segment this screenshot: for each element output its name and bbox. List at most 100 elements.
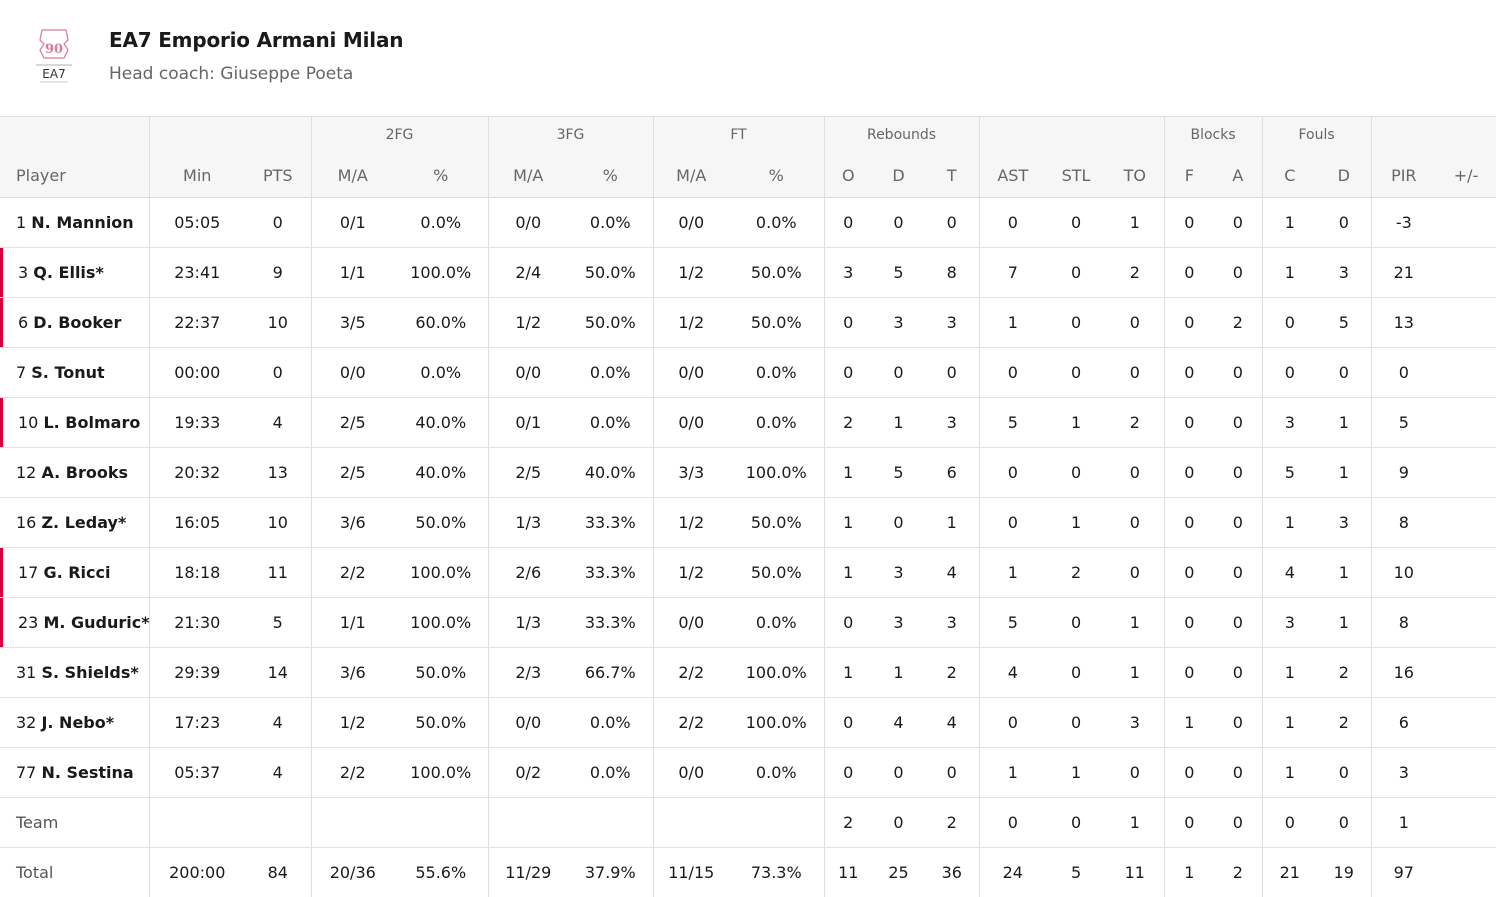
stat-ft-ma: 1/2	[653, 548, 729, 598]
stat-blk-f: 0	[1164, 398, 1214, 448]
player-name[interactable]: S. Shields*	[41, 663, 138, 682]
stat-reb-o: 0	[824, 348, 872, 398]
stat-stl: 0	[1046, 698, 1106, 748]
col-blk-a[interactable]: A	[1214, 153, 1262, 198]
col-reb-d[interactable]: D	[872, 153, 925, 198]
player-cell[interactable]: 7 S. Tonut	[0, 348, 149, 398]
player-cell[interactable]: 6 D. Booker	[0, 298, 149, 348]
player-cell[interactable]: 31 S. Shields*	[0, 648, 149, 698]
stat-plusminus	[1436, 698, 1496, 748]
player-cell[interactable]: 23 M. Guduric*	[0, 598, 149, 648]
player-cell[interactable]: 17 G. Ricci	[0, 548, 149, 598]
col-2fg-pct[interactable]: %	[394, 153, 488, 198]
stat-ft-ma: 0/0	[653, 748, 729, 798]
player-cell[interactable]: 10 L. Bolmaro	[0, 398, 149, 448]
player-name[interactable]: J. Nebo*	[41, 713, 114, 732]
player-name[interactable]: L. Bolmaro	[43, 413, 140, 432]
col-reb-o[interactable]: O	[824, 153, 872, 198]
stat-reb-d: 25	[872, 848, 925, 897]
stat-reb-o: 1	[824, 648, 872, 698]
player-cell[interactable]: 12 A. Brooks	[0, 448, 149, 498]
stat-ft-ma: 11/15	[653, 848, 729, 897]
player-name[interactable]: N. Sestina	[41, 763, 133, 782]
player-name[interactable]: Q. Ellis*	[33, 263, 104, 282]
stat-fg3-pct: 0.0%	[568, 198, 653, 248]
stat-fg2-ma: 3/6	[311, 648, 394, 698]
col-2fg-ma[interactable]: M/A	[311, 153, 394, 198]
stat-blk-f: 0	[1164, 348, 1214, 398]
group-3fg: 3FG	[488, 117, 653, 154]
stat-stl: 0	[1046, 598, 1106, 648]
stat-ft-pct: 0.0%	[729, 398, 824, 448]
col-min[interactable]: Min	[149, 153, 245, 198]
col-foul-c[interactable]: C	[1262, 153, 1317, 198]
player-cell[interactable]: 1 N. Mannion	[0, 198, 149, 248]
col-reb-t[interactable]: T	[925, 153, 979, 198]
col-blk-f[interactable]: F	[1164, 153, 1214, 198]
col-pir[interactable]: PIR	[1371, 153, 1436, 198]
stat-reb-t: 8	[925, 248, 979, 298]
stat-reb-o: 0	[824, 298, 872, 348]
player-cell[interactable]: 3 Q. Ellis*	[0, 248, 149, 298]
stat-reb-d: 0	[872, 198, 925, 248]
stat-ft-pct: 100.0%	[729, 448, 824, 498]
stat-pts: 5	[245, 598, 311, 648]
col-3fg-ma[interactable]: M/A	[488, 153, 568, 198]
stat-blk-a: 0	[1214, 598, 1262, 648]
player-cell[interactable]: 16 Z. Leday*	[0, 498, 149, 548]
stat-pts: 10	[245, 298, 311, 348]
player-name[interactable]: A. Brooks	[41, 463, 128, 482]
stat-fg2-pct: 100.0%	[394, 548, 488, 598]
stat-ft-ma: 1/2	[653, 298, 729, 348]
stat-to: 11	[1106, 848, 1164, 897]
player-name[interactable]: D. Booker	[33, 313, 121, 332]
player-name[interactable]: G. Ricci	[43, 563, 110, 582]
stat-blk-a: 0	[1214, 348, 1262, 398]
stat-plusminus	[1436, 848, 1496, 897]
stat-blk-a: 0	[1214, 198, 1262, 248]
player-name[interactable]: S. Tonut	[31, 363, 104, 382]
stat-reb-t: 4	[925, 548, 979, 598]
team-name: EA7 Emporio Armani Milan	[109, 28, 403, 52]
player-cell[interactable]: 77 N. Sestina	[0, 748, 149, 798]
stat-fg3-ma: 2/3	[488, 648, 568, 698]
player-name[interactable]: Z. Leday*	[41, 513, 126, 532]
col-to[interactable]: TO	[1106, 153, 1164, 198]
stat-pts: 13	[245, 448, 311, 498]
col-plusminus[interactable]: +/-	[1436, 153, 1496, 198]
col-3fg-pct[interactable]: %	[568, 153, 653, 198]
stat-min: 05:05	[149, 198, 245, 248]
stat-stl: 0	[1046, 798, 1106, 848]
stat-reb-o: 3	[824, 248, 872, 298]
player-name[interactable]: M. Guduric*	[43, 613, 149, 632]
stat-foul-d: 0	[1317, 748, 1371, 798]
col-stl[interactable]: STL	[1046, 153, 1106, 198]
stat-fg2-ma: 3/6	[311, 498, 394, 548]
col-ast[interactable]: AST	[979, 153, 1046, 198]
col-pts[interactable]: PTS	[245, 153, 311, 198]
stat-plusminus	[1436, 198, 1496, 248]
col-ft-pct[interactable]: %	[729, 153, 824, 198]
col-ft-ma[interactable]: M/A	[653, 153, 729, 198]
stat-ast: 0	[979, 348, 1046, 398]
col-player[interactable]: Player	[0, 153, 149, 198]
col-foul-d[interactable]: D	[1317, 153, 1371, 198]
player-cell[interactable]: 32 J. Nebo*	[0, 698, 149, 748]
stat-foul-c: 4	[1262, 548, 1317, 598]
stat-blk-a: 0	[1214, 698, 1262, 748]
group-ft: FT	[653, 117, 824, 154]
player-name[interactable]: N. Mannion	[31, 213, 133, 232]
